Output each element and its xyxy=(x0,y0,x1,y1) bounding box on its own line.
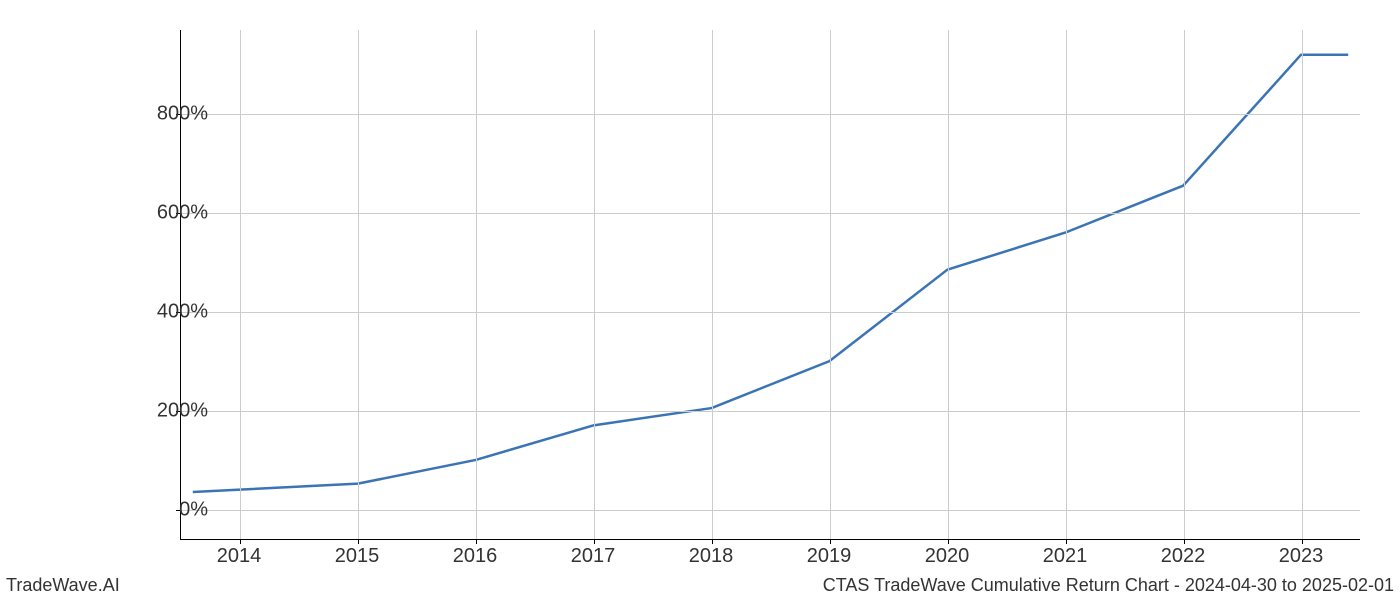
x-tick-label: 2020 xyxy=(925,545,970,568)
x-tick-label: 2019 xyxy=(807,545,852,568)
grid-line-vertical xyxy=(830,30,831,539)
grid-line-vertical xyxy=(594,30,595,539)
x-tick-mark xyxy=(1184,539,1185,544)
x-tick-label: 2016 xyxy=(453,545,498,568)
x-tick-mark xyxy=(358,539,359,544)
x-tick-label: 2021 xyxy=(1043,545,1088,568)
x-tick-label: 2023 xyxy=(1279,545,1324,568)
grid-line-vertical xyxy=(476,30,477,539)
x-tick-mark xyxy=(476,539,477,544)
footer-left-brand: TradeWave.AI xyxy=(6,575,120,596)
y-tick-label: 800% xyxy=(128,103,208,126)
y-tick-label: 600% xyxy=(128,202,208,225)
return-line xyxy=(193,55,1348,492)
grid-line-vertical xyxy=(1184,30,1185,539)
footer-right-caption: CTAS TradeWave Cumulative Return Chart -… xyxy=(823,575,1394,596)
grid-line-vertical xyxy=(240,30,241,539)
chart-container xyxy=(180,30,1360,540)
y-tick-label: 400% xyxy=(128,301,208,324)
x-tick-mark xyxy=(240,539,241,544)
x-tick-mark xyxy=(1302,539,1303,544)
x-tick-label: 2018 xyxy=(689,545,734,568)
y-tick-label: 0% xyxy=(128,499,208,522)
x-tick-mark xyxy=(712,539,713,544)
x-tick-mark xyxy=(948,539,949,544)
x-tick-label: 2014 xyxy=(217,545,262,568)
grid-line-vertical xyxy=(948,30,949,539)
grid-line-horizontal xyxy=(181,213,1360,214)
plot-area xyxy=(180,30,1360,540)
x-tick-label: 2017 xyxy=(571,545,616,568)
x-tick-mark xyxy=(594,539,595,544)
y-tick-label: 200% xyxy=(128,400,208,423)
grid-line-horizontal xyxy=(181,312,1360,313)
grid-line-horizontal xyxy=(181,510,1360,511)
grid-line-vertical xyxy=(1066,30,1067,539)
grid-line-vertical xyxy=(1302,30,1303,539)
grid-line-horizontal xyxy=(181,411,1360,412)
grid-line-vertical xyxy=(712,30,713,539)
x-tick-label: 2015 xyxy=(335,545,380,568)
x-tick-label: 2022 xyxy=(1161,545,1206,568)
x-tick-mark xyxy=(830,539,831,544)
x-tick-mark xyxy=(1066,539,1067,544)
grid-line-vertical xyxy=(358,30,359,539)
grid-line-horizontal xyxy=(181,114,1360,115)
